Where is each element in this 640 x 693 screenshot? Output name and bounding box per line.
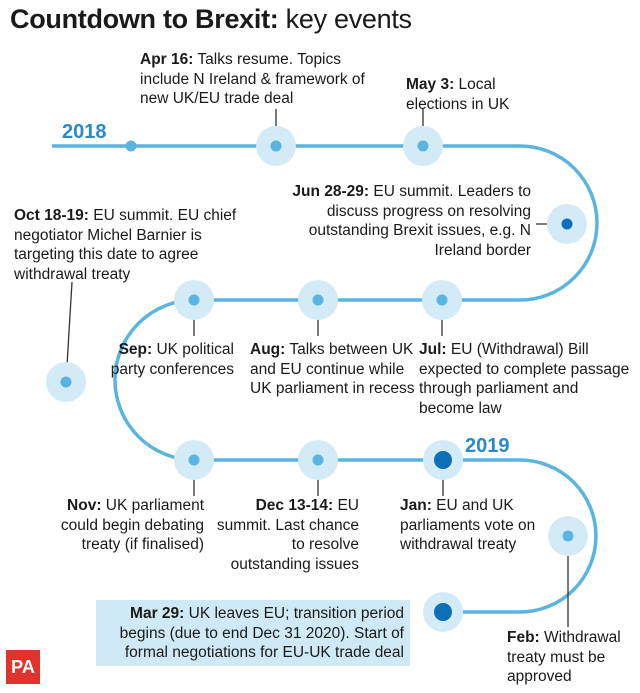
event-mar29: Mar 29: UK leaves EU; transition period … [100,604,404,663]
event-text: EU summit. EU chief negotiator Michel Ba… [14,207,237,283]
pa-logo: PA [6,650,40,684]
title-bold: Countdown to Brexit: [10,4,279,34]
event-nov: Nov: UK parliament could begin debating … [40,496,204,555]
year-label-2019: 2019 [465,435,510,457]
timeline-path [52,144,599,614]
event-text: UK leaves EU; transition period begins (… [119,605,404,661]
marker-dec13 [312,454,324,466]
event-date: Jan: [400,497,432,514]
marker-sep [188,294,200,306]
event-date: Mar 29: [130,605,185,622]
marker-mar29 [434,603,452,621]
event-date: Dec 13-14: [255,497,334,514]
marker-start [125,140,137,152]
chart-title: Countdown to Brexit: key events [10,4,412,35]
event-jan: Jan: EU and UK parliaments vote on withd… [400,496,560,555]
event-date: Oct 18-19: [14,207,89,224]
event-feb: Feb: Withdrawal treaty must be approved [507,628,632,687]
event-date: Sep: [118,341,153,358]
marker-jun28 [561,218,573,230]
event-date: Nov: [67,497,102,514]
event-date: Apr 16: [140,51,194,68]
event-date: Jul: [419,341,447,358]
mar29-highlight-box [96,600,410,666]
event-aug: Aug: Talks between UK and EU continue wh… [250,340,425,399]
event-date: Feb: [507,629,540,646]
event-jun28: Jun 28-29: EU summit. Leaders to discuss… [286,182,531,260]
marker-oct18 [60,376,72,388]
event-oct18: Oct 18-19: EU summit. EU chief negotiato… [14,206,254,284]
event-text: Talks between UK and EU continue while U… [250,341,415,397]
event-sep: Sep: UK political party conferences [90,340,234,379]
event-text: EU (Withdrawal) Bill expected to complet… [419,341,630,417]
event-text: UK parliament could begin debating treat… [60,497,204,553]
marker-jan [434,451,452,469]
event-text: Withdrawal treaty must be approved [507,629,621,685]
marker-feb [562,530,574,542]
event-text: Local elections in UK [406,76,510,113]
event-text: UK political party conferences [110,341,234,378]
event-text: EU summit. Last chance to resolve outsta… [216,497,359,573]
event-date: Jun 28-29: [292,183,370,200]
marker-apr16 [270,140,282,152]
event-text: EU and UK parliaments vote on withdrawal… [400,497,536,553]
event-may3: May 3: Local elections in UK [406,75,536,114]
marker-jul [436,294,448,306]
event-text: EU summit. Leaders to discuss progress o… [308,183,531,259]
marker-nov [188,454,200,466]
event-date: May 3: [406,76,455,93]
event-jul: Jul: EU (Withdrawal) Bill expected to co… [419,340,634,418]
event-dec13: Dec 13-14: EU summit. Last chance to res… [215,496,359,574]
event-text: Talks resume. Topics include N Ireland &… [140,51,365,107]
year-label-2018: 2018 [62,121,107,143]
title-rest: key events [278,4,412,34]
event-apr16: Apr 16: Talks resume. Topics include N I… [140,50,380,109]
marker-may3 [417,140,429,152]
marker-aug [312,294,324,306]
event-date: Aug: [250,341,286,358]
